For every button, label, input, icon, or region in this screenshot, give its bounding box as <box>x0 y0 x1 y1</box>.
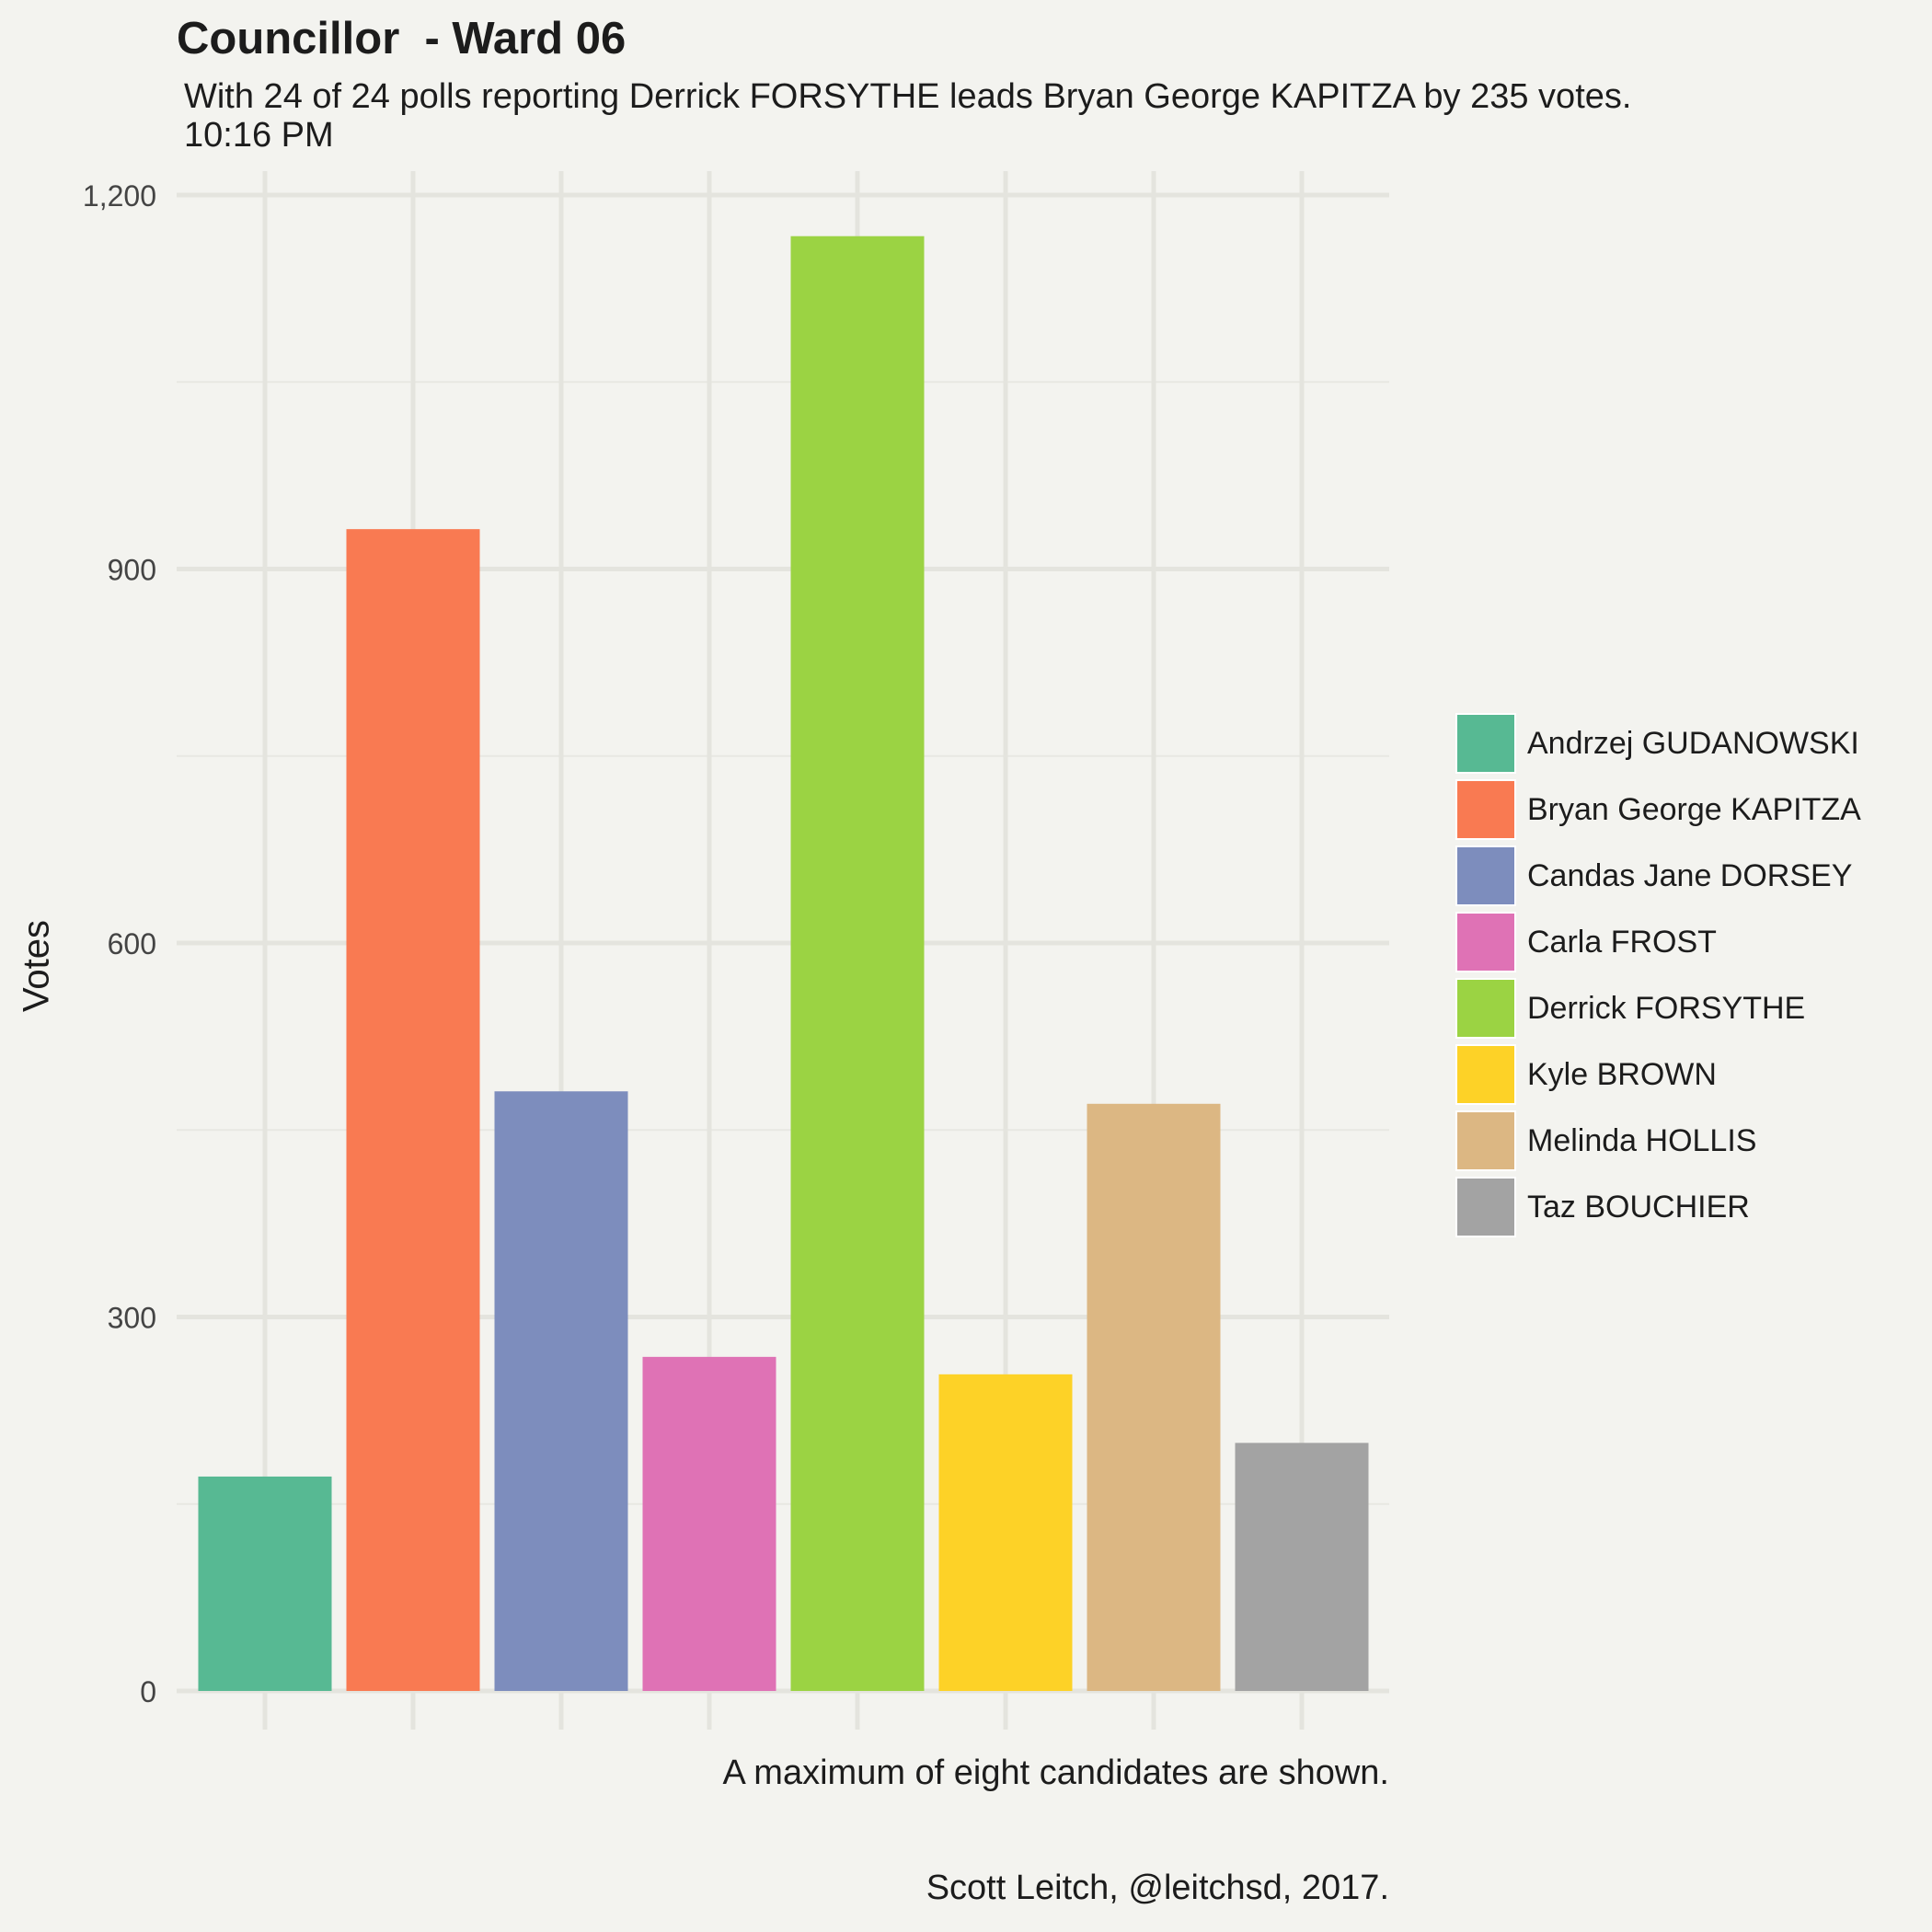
legend-label: Kyle BROWN <box>1527 1056 1717 1092</box>
legend-item: Melinda HOLLIS <box>1455 1108 1861 1174</box>
subtitle-line-1: With 24 of 24 polls reporting Derrick FO… <box>184 77 1632 116</box>
legend-label: Taz BOUCHIER <box>1527 1189 1750 1225</box>
bar <box>198 1476 332 1691</box>
legend-item: Kyle BROWN <box>1455 1041 1861 1108</box>
legend-label: Melinda HOLLIS <box>1527 1122 1757 1158</box>
legend-swatch <box>1455 845 1516 906</box>
legend-swatch <box>1455 1177 1516 1237</box>
bar <box>642 1356 776 1691</box>
bar <box>494 1091 628 1691</box>
legend-label: Candas Jane DORSEY <box>1527 857 1853 893</box>
bar <box>1087 1103 1221 1691</box>
bar <box>346 529 480 1691</box>
caption-credit: Scott Leitch, @leitchsd, 2017. <box>926 1869 1389 1907</box>
y-axis-label: Votes <box>16 919 57 1013</box>
y-tick-label: 300 <box>108 1302 156 1335</box>
caption-note: A maximum of eight candidates are shown. <box>722 1754 1390 1792</box>
chart-subtitle: With 24 of 24 polls reporting Derrick FO… <box>184 77 1631 155</box>
legend-swatch <box>1455 779 1516 840</box>
legend-item: Andrzej GUDANOWSKI <box>1455 710 1861 776</box>
legend-label: Bryan George KAPITZA <box>1527 791 1861 827</box>
y-tick-label: 1,200 <box>83 179 156 213</box>
legend: Andrzej GUDANOWSKI Bryan George KAPITZA Ca… <box>1455 710 1861 1240</box>
y-tick-label: 900 <box>108 554 156 587</box>
legend-swatch <box>1455 912 1516 972</box>
legend-label: Carla FROST <box>1527 924 1717 960</box>
subtitle-line-2: 10:16 PM <box>184 116 334 155</box>
legend-swatch <box>1455 1044 1516 1105</box>
bar <box>790 236 925 1692</box>
legend-label: Andrzej GUDANOWSKI <box>1527 725 1859 761</box>
legend-item: Derrick FORSYTHE <box>1455 975 1861 1041</box>
y-tick-label: 600 <box>108 927 156 960</box>
legend-swatch <box>1455 1110 1516 1171</box>
legend-swatch <box>1455 978 1516 1039</box>
legend-item: Taz BOUCHIER <box>1455 1174 1861 1240</box>
chart-title: Councillor - Ward 06 <box>177 14 627 63</box>
y-tick-label: 0 <box>140 1675 156 1708</box>
legend-item: Bryan George KAPITZA <box>1455 776 1861 843</box>
bar <box>938 1374 1073 1691</box>
legend-item: Carla FROST <box>1455 909 1861 975</box>
bar <box>1235 1443 1369 1691</box>
legend-label: Derrick FORSYTHE <box>1527 990 1806 1026</box>
legend-item: Candas Jane DORSEY <box>1455 843 1861 909</box>
legend-swatch <box>1455 713 1516 774</box>
